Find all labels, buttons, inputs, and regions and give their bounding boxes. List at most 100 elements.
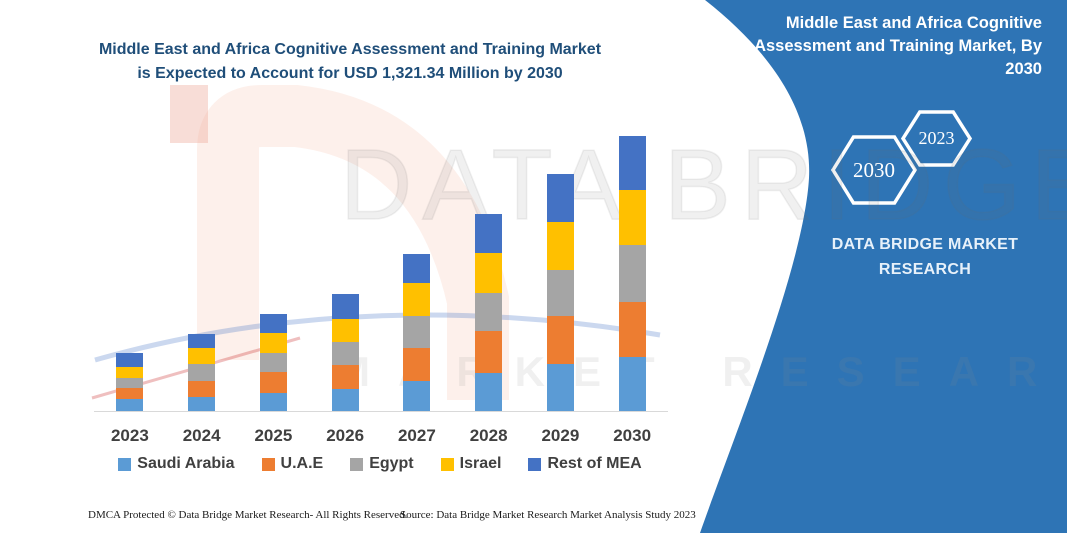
source-note: Source: Data Bridge Market Research Mark…	[400, 509, 696, 521]
x-axis-label: 2029	[541, 426, 580, 445]
x-axis-label: 2028	[469, 426, 508, 445]
bar-segment-rest-of-mea	[618, 136, 646, 190]
company-name-line2: RESEARCH	[878, 261, 972, 278]
legend-label: Israel	[459, 455, 502, 472]
legend-label: Egypt	[369, 455, 414, 472]
bar-segment-israel	[188, 347, 216, 365]
bar-segment-israel	[403, 283, 431, 316]
legend-swatch	[118, 457, 132, 471]
brand-subtext-watermark: MARKET RESEARCH	[335, 348, 1067, 395]
bar-segment-israel	[475, 253, 503, 294]
bar-segment-saudi-arabia	[403, 381, 431, 411]
logo-watermark-block	[170, 85, 208, 143]
bar-2024	[188, 334, 216, 411]
bar-segment-u-a-e	[259, 372, 287, 394]
x-axis-labels: 2023 2024 2025 2026 2027 2028 2029 2030	[94, 426, 668, 446]
x-axis-label: 2030	[613, 426, 652, 445]
bar-segment-u-a-e	[618, 301, 646, 357]
bar-slot-2024	[166, 130, 238, 411]
bar-2027	[403, 254, 431, 411]
legend-swatch	[350, 457, 364, 471]
bar-2029	[546, 174, 574, 411]
bar-segment-u-a-e	[116, 387, 144, 400]
bar-segment-egypt	[331, 341, 359, 366]
bar-segment-egypt	[475, 293, 503, 331]
bar-segment-egypt	[259, 352, 287, 373]
bar-segment-rest-of-mea	[259, 313, 287, 333]
chart-title-line1: Middle East and Africa Cognitive Assessm…	[98, 41, 602, 58]
bar-2025	[259, 313, 287, 411]
bar-segment-u-a-e	[331, 365, 359, 390]
legend-swatch	[440, 457, 454, 471]
bar-slot-2023	[94, 130, 166, 411]
bar-2023	[116, 352, 144, 411]
hexagon-2023-label: 2023	[918, 128, 955, 148]
bar-segment-israel	[116, 367, 144, 378]
chart-title: Middle East and Africa Cognitive Assessm…	[55, 38, 645, 86]
bar-segment-rest-of-mea	[331, 294, 359, 319]
company-name-line1: DATA BRIDGE MARKET	[831, 236, 1019, 253]
bar-slot-2025	[238, 130, 310, 411]
bar-segment-rest-of-mea	[188, 334, 216, 348]
bar-segment-saudi-arabia	[116, 399, 144, 411]
bar-segment-rest-of-mea	[403, 254, 431, 284]
legend-label: Rest of MEA	[547, 455, 642, 472]
bar-segment-rest-of-mea	[546, 174, 574, 223]
bar-segment-israel	[546, 222, 574, 270]
hexagon-2030-label: 2030	[853, 158, 895, 182]
bar-segment-saudi-arabia	[259, 393, 287, 411]
bar-slot-2028	[453, 130, 525, 411]
bar-segment-egypt	[546, 269, 574, 316]
hexagon-2023-icon	[900, 110, 973, 167]
bar-2026	[331, 294, 359, 411]
bar-segment-u-a-e	[188, 380, 216, 397]
legend-item-saudi-arabia: Saudi Arabia	[118, 455, 235, 473]
legend-label: Saudi Arabia	[137, 455, 235, 472]
bar-segment-saudi-arabia	[546, 364, 574, 411]
brand-text-watermark: DATA BRIDGE	[339, 128, 1067, 242]
blue-panel-shape	[700, 0, 1067, 533]
legend-item-israel: Israel	[440, 455, 502, 473]
x-axis-label: 2027	[397, 426, 436, 445]
bar-slot-2026	[309, 130, 381, 411]
chart-title-line2: is Expected to Account for USD 1,321.34 …	[137, 65, 563, 82]
x-axis-label: 2026	[326, 426, 365, 445]
logo-watermark-blue-curve	[94, 312, 661, 363]
legend: Saudi Arabia U.A.E Egypt Israel Rest of …	[80, 455, 680, 473]
bar-slot-2029	[525, 130, 597, 411]
bar-segment-egypt	[116, 377, 144, 388]
x-axis-label: 2023	[110, 426, 149, 445]
legend-item-uae: U.A.E	[261, 455, 324, 473]
bar-segment-israel	[259, 332, 287, 353]
bar-2028	[475, 213, 503, 411]
x-axis-label: 2024	[182, 426, 221, 445]
bar-segment-u-a-e	[403, 347, 431, 381]
bar-segment-egypt	[403, 315, 431, 348]
legend-swatch	[261, 457, 275, 471]
bar-slot-2030	[596, 130, 668, 411]
hexagon-2030-icon	[830, 135, 918, 205]
bar-segment-rest-of-mea	[475, 213, 503, 254]
dmca-notice: DMCA Protected © Data Bridge Market Rese…	[88, 509, 408, 521]
bar-segment-israel	[618, 189, 646, 246]
bar-segment-saudi-arabia	[618, 356, 646, 411]
bar-2030	[618, 136, 646, 411]
x-axis-label: 2025	[254, 426, 293, 445]
bar-segment-saudi-arabia	[331, 389, 359, 411]
bar-slot-2027	[381, 130, 453, 411]
legend-item-egypt: Egypt	[350, 455, 414, 473]
bar-segment-rest-of-mea	[116, 352, 144, 368]
legend-label: U.A.E	[280, 455, 324, 472]
bar-segment-egypt	[618, 245, 646, 302]
legend-swatch	[528, 457, 542, 471]
logo-watermark-arc	[197, 85, 509, 400]
company-name: DATA BRIDGE MARKET RESEARCH	[820, 232, 1030, 282]
bar-segment-egypt	[188, 364, 216, 381]
legend-item-rest-of-mea: Rest of MEA	[528, 455, 642, 473]
bar-segment-saudi-arabia	[188, 396, 216, 411]
bar-segment-israel	[331, 318, 359, 342]
bar-segment-u-a-e	[475, 330, 503, 373]
panel-title: Middle East and Africa Cognitive Assessm…	[754, 14, 1042, 78]
